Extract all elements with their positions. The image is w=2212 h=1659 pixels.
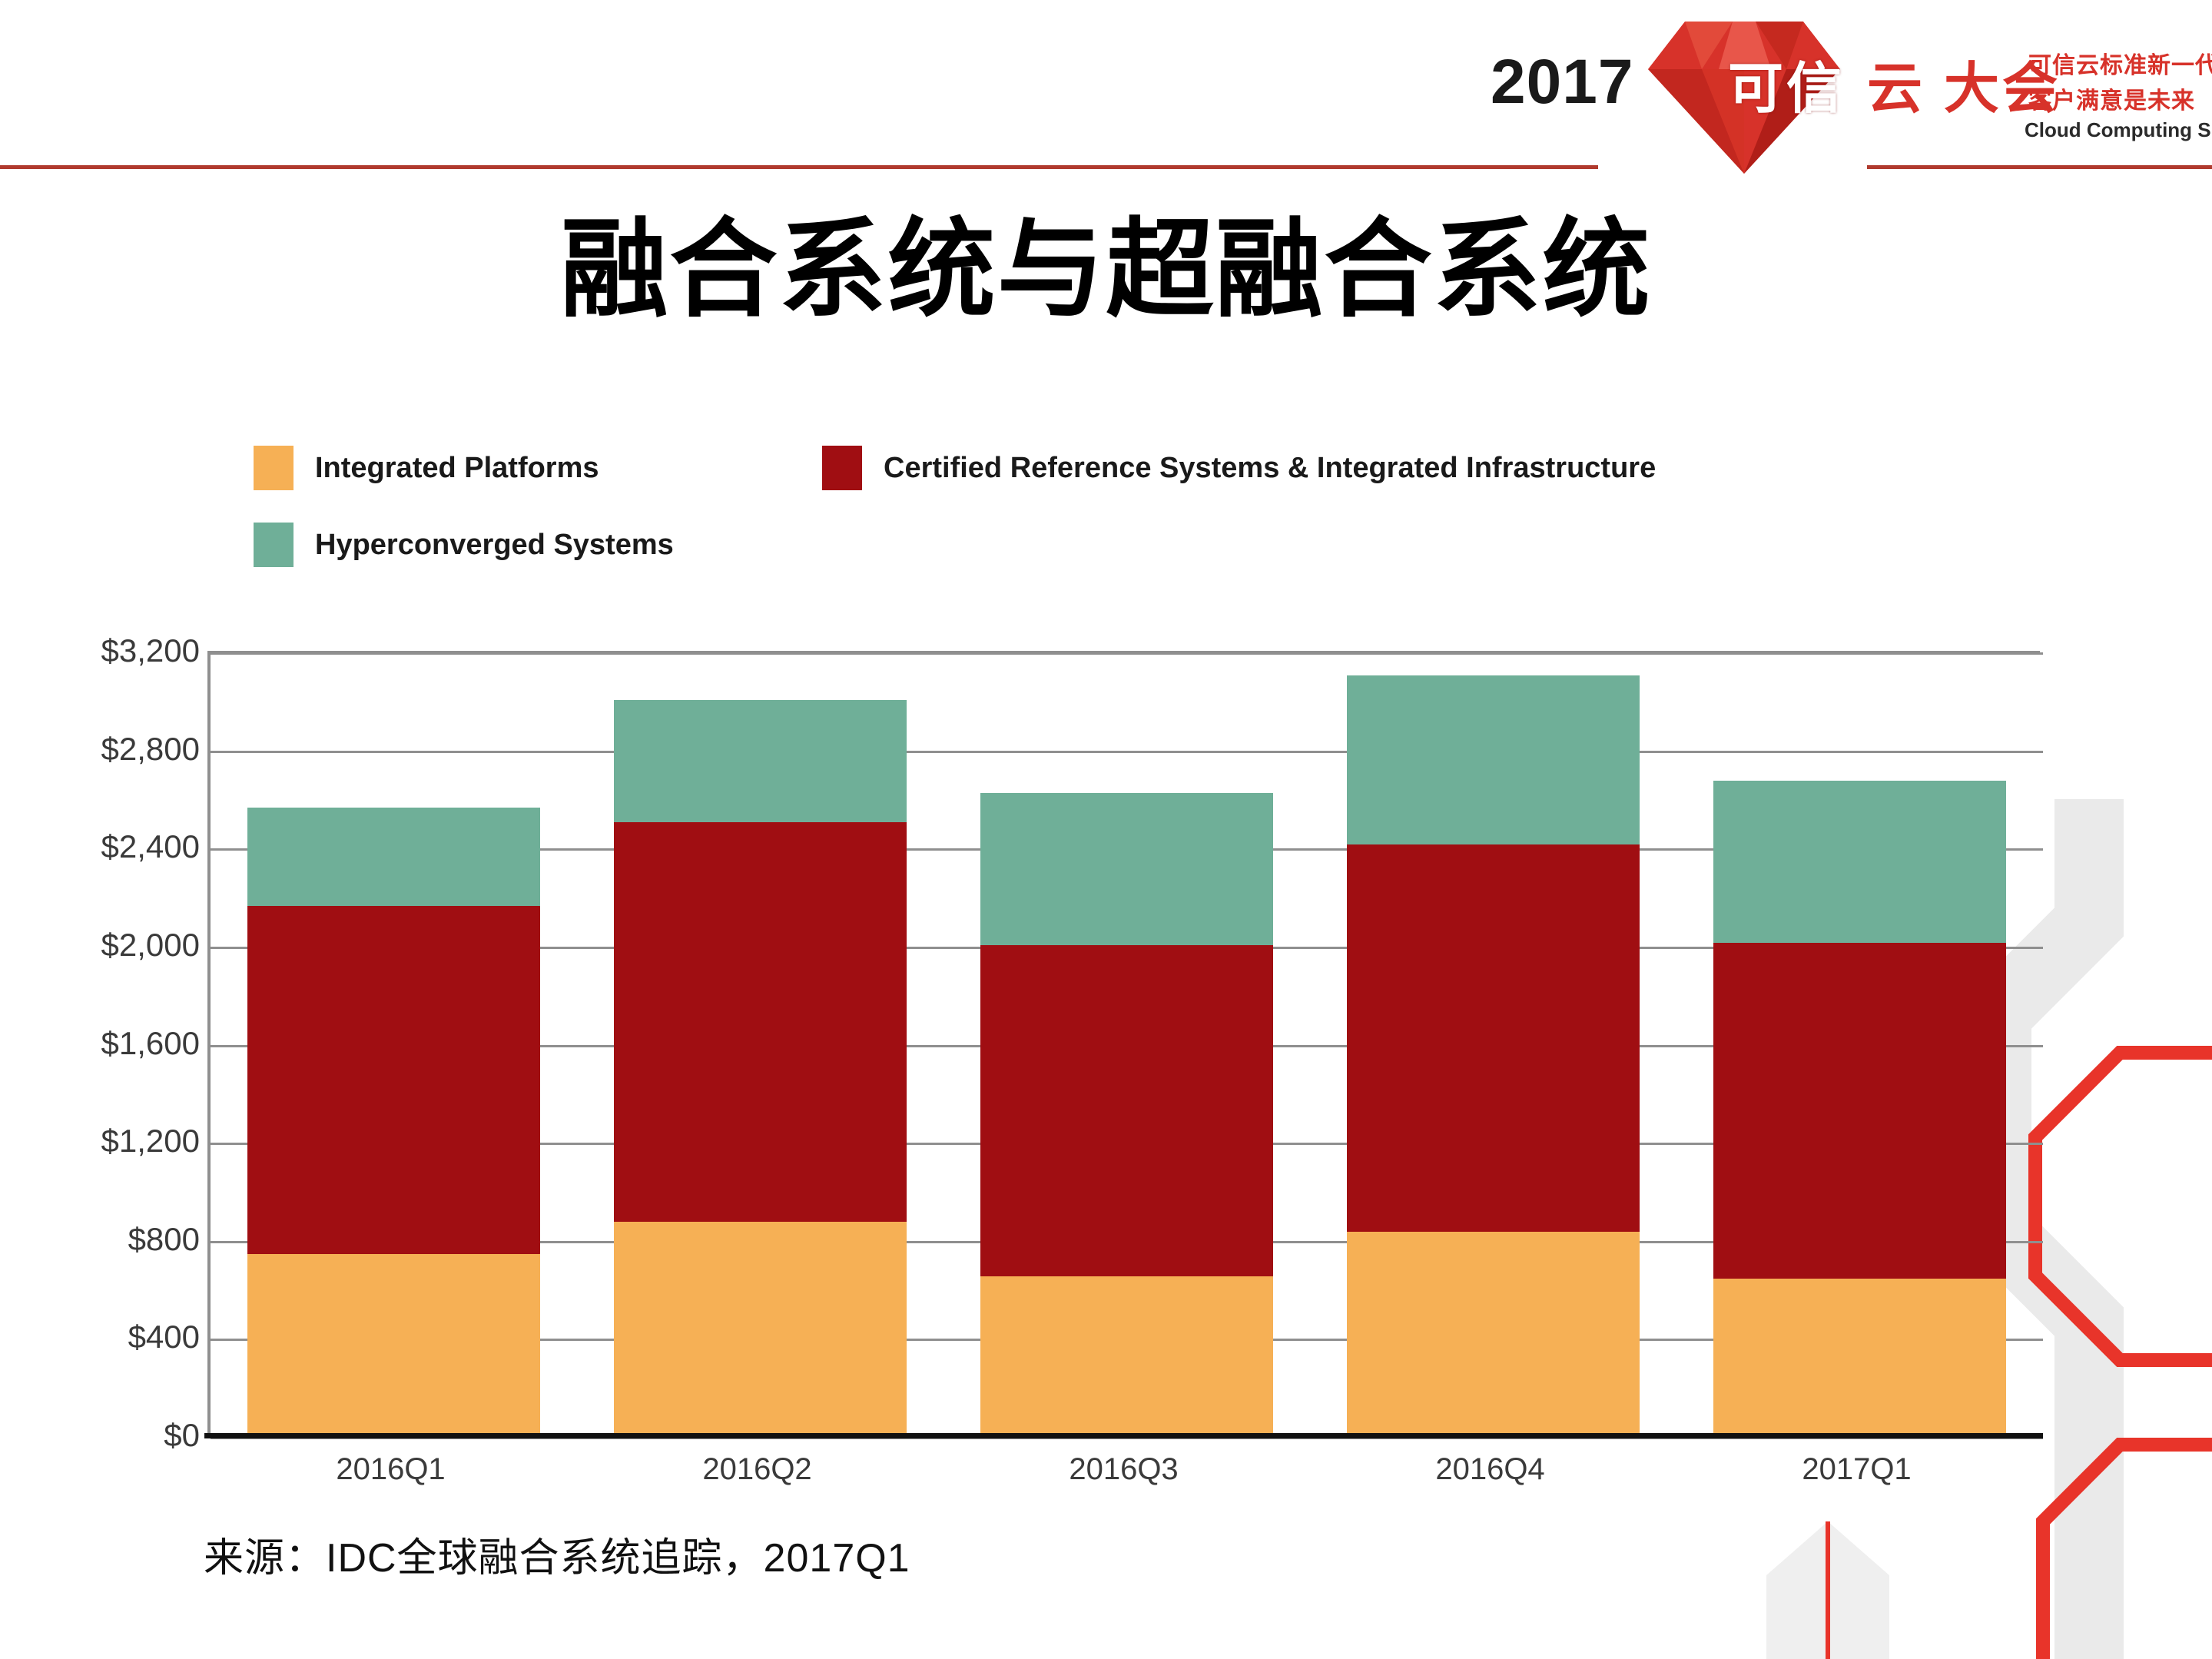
bar-group[interactable] [613,651,907,1435]
x-axis-tick-label: 2016Q2 [702,1452,812,1486]
bar-segment[interactable] [1346,844,1640,1233]
bar-segment[interactable] [613,822,907,1223]
logo-brand-cn-white: 可信 [1727,58,1845,120]
y-axis-tick-label: $800 [128,1220,200,1257]
bar-segment[interactable] [247,905,541,1254]
y-axis-tick-label: $0 [164,1417,200,1453]
bar-segment[interactable] [980,944,1274,1276]
bar-segment[interactable] [1713,1278,2007,1435]
bar-segment[interactable] [1346,675,1640,845]
bar-segment[interactable] [613,1222,907,1435]
legend-item-hyperconverged[interactable]: Hyperconverged Systems [254,523,674,567]
legend-item-certified-reference[interactable]: Certified Reference Systems & Integrated… [822,446,1656,490]
x-axis-tick-label: 2016Q3 [1069,1452,1179,1486]
bar-group[interactable] [247,651,541,1435]
logo-year: 2017 [1491,47,1634,117]
x-axis-tick-label: 2017Q1 [1802,1452,1912,1486]
x-axis-line [204,1433,2043,1438]
logo-brand-cn-red: 云 大会 [1867,58,2061,120]
legend-label-hyperconverged: Hyperconverged Systems [315,528,674,561]
legend-swatch-integrated-platforms [254,446,293,490]
bar-segment[interactable] [1713,781,2007,943]
y-axis-tick-label: $2,000 [101,926,200,963]
header-rule-left [0,165,1598,169]
plot-frame [207,651,2043,1439]
diamond-logo-icon [1648,22,1840,174]
x-axis-tick-label: 2016Q4 [1435,1452,1545,1486]
y-axis-tick-label: $1,600 [101,1024,200,1061]
y-axis-tick-label: $2,800 [101,730,200,767]
bar-segment[interactable] [1346,1232,1640,1435]
bar-segment[interactable] [1713,942,2007,1279]
bar-segment[interactable] [980,1276,1274,1435]
conference-logo: 2017 可信 云 大会 可信云标准新一代 客户满意是未来 Cloud Comp… [1491,14,2212,175]
page-title: 融合系统与超融合系统 [560,209,1652,330]
y-axis-tick-label: $3,200 [101,632,200,669]
chart-container: Integrated Platforms Certified Reference… [0,430,2074,1629]
chart-legend: Integrated Platforms Certified Reference… [254,446,1944,576]
chart-plot: $0 $400 $800 $1,200 $1,600 $2,000 $2,400 $2,800… [0,607,2074,1629]
y-axis-tick-label: $2,400 [101,828,200,865]
source-note: 来源：IDC全球融合系统追踪，2017Q1 [204,1536,910,1581]
gridline [211,652,2043,655]
bar-group[interactable] [1346,651,1640,1435]
bar-segment[interactable] [980,793,1274,945]
legend-label-integrated-platforms: Integrated Platforms [315,451,599,484]
bar-segment[interactable] [247,1253,541,1435]
x-axis-tick-label: 2016Q1 [336,1452,446,1486]
y-axis-tick-label: $1,200 [101,1123,200,1160]
legend-swatch-hyperconverged [254,523,293,567]
y-axis-tick-label: $400 [128,1319,200,1355]
legend-item-integrated-platforms[interactable]: Integrated Platforms [254,446,599,490]
logo-tagline-1: 可信云标准新一代 [2028,53,2212,78]
header-rule-right [1867,165,2212,169]
bar-segment[interactable] [247,808,541,906]
slide-header: 2017 可信 云 大会 可信云标准新一代 客户满意是未来 Cloud Comp… [0,0,2212,192]
gridline [211,750,2043,753]
legend-swatch-certified-reference [822,446,862,490]
legend-label-certified-reference: Certified Reference Systems & Integrated… [884,451,1657,484]
bar-segment[interactable] [613,699,907,823]
bar-group[interactable] [980,651,1274,1435]
logo-subtitle-en: Cloud Computing Summit 2017.7.25-26 [2025,118,2212,141]
logo-tagline-2: 客户满意是未来 [2028,88,2195,114]
bar-group[interactable] [1713,651,2007,1435]
